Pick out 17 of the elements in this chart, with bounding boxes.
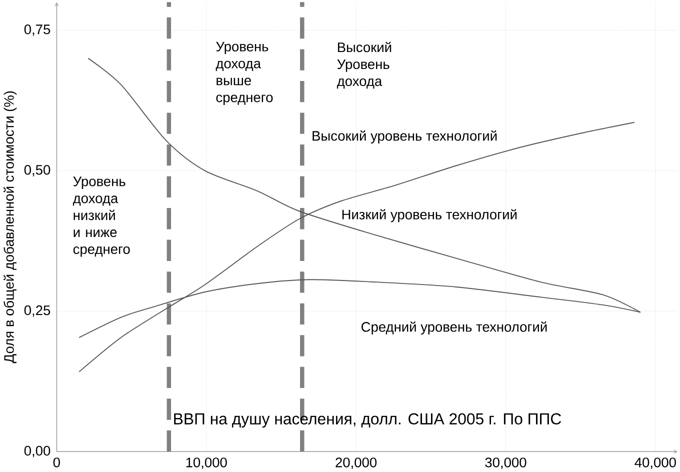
x-axis-title: ВВП на душу населения, долл. США 2005 г. По ППС <box>174 412 562 428</box>
series-label: Средний уровень технологий <box>362 321 547 334</box>
annotation: Высокий Уровень дохода <box>336 42 392 88</box>
annotation: Уровень дохода низкий и ниже среднего <box>72 176 130 257</box>
y-tick-label: 0,75 <box>24 24 50 36</box>
x-tick-label: 10,000 <box>186 457 227 469</box>
y-tick-label: 0,50 <box>24 164 50 176</box>
y-tick-label: 0,00 <box>24 446 50 458</box>
x-tick-label: 40,000 <box>634 457 676 469</box>
series-label: Высокий уровень технологий <box>312 130 497 144</box>
y-axis-title: Доля в общей добавленной стоимости (%) <box>4 91 17 363</box>
annotation: Уровень дохода выше среднего <box>216 42 273 105</box>
x-tick-label: 30,000 <box>485 457 526 469</box>
x-tick-label: 0 <box>53 457 60 468</box>
x-tick-label: 20,000 <box>336 457 377 469</box>
series-label: Низкий уровень технологий <box>342 208 517 222</box>
y-tick-label: 0,25 <box>24 305 50 317</box>
